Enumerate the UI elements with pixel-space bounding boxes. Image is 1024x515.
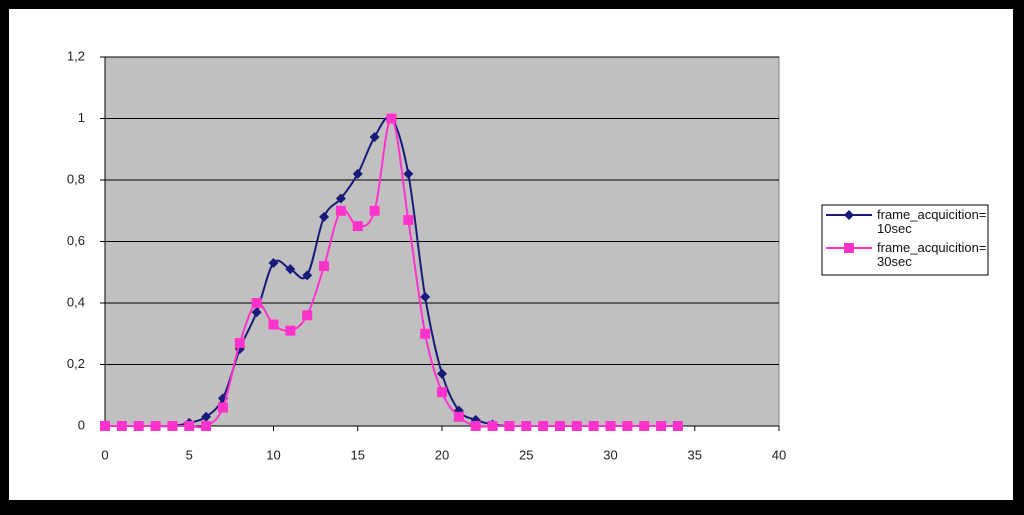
marker [369,131,380,142]
marker [234,337,245,348]
y-tick-label: 1,2 [67,48,85,63]
legend-label: frame_acquicition= 30sec [877,240,987,269]
marker [437,387,447,398]
marker [639,421,650,431]
marker [554,421,565,431]
x-tick-label: 40 [772,447,786,462]
marker [403,168,414,179]
legend-box [821,204,989,276]
y-tick-label: 0,4 [67,294,85,309]
marker [335,205,346,216]
y-tick-label: 1 [78,110,85,125]
x-tick-label: 5 [186,447,193,462]
marker [504,421,515,431]
marker [217,402,228,413]
marker [605,421,616,431]
marker [100,421,110,431]
marker [403,214,414,225]
marker [150,421,161,431]
marker [571,421,582,431]
legend-marker [844,243,854,253]
marker [268,258,279,269]
marker [285,325,296,336]
x-tick-label: 35 [688,447,702,462]
marker [369,205,380,216]
marker [319,261,330,272]
marker [672,421,683,431]
legend-label: frame_acquicition= 10sec [877,207,987,236]
x-tick-label: 30 [603,447,617,462]
marker [167,421,178,431]
marker [521,421,532,431]
marker [588,421,599,431]
marker [487,421,498,431]
marker [386,113,397,124]
marker [251,298,262,308]
marker [268,319,279,330]
y-tick-label: 0,6 [67,233,85,248]
x-tick-label: 20 [435,447,449,462]
marker [470,421,481,431]
x-tick-label: 15 [351,447,365,462]
legend-marker [844,210,854,220]
marker [116,421,127,431]
marker [420,328,431,339]
marker [352,168,363,179]
marker [201,411,212,422]
marker [656,421,667,431]
x-tick-label: 25 [519,447,533,462]
marker [352,221,363,232]
marker [302,310,313,321]
marker [201,421,212,431]
marker [453,411,464,422]
marker [133,421,144,431]
y-tick-label: 0,8 [67,171,85,186]
marker [184,421,195,431]
marker [420,291,431,302]
marker [622,421,633,431]
marker [437,368,447,379]
marker [538,421,549,431]
x-tick-label: 0 [101,447,108,462]
x-tick-label: 10 [266,447,280,462]
marker [302,270,313,281]
marker [319,211,330,222]
y-tick-label: 0,2 [67,356,85,371]
marker [251,307,262,318]
y-tick-label: 0 [78,417,85,432]
marker [335,193,346,204]
marker [285,264,296,275]
